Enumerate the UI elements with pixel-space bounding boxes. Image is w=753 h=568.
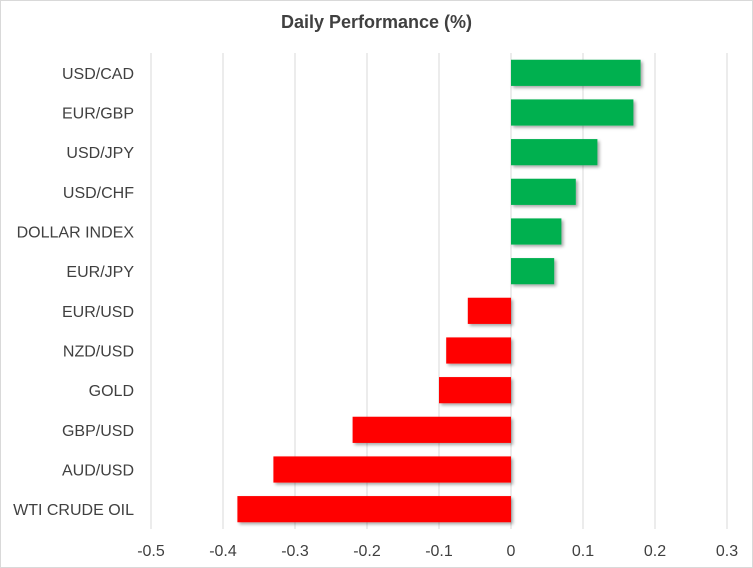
bar-eur-gbp [511, 99, 634, 126]
category-label: NZD/USD [63, 344, 134, 361]
chart-title: Daily Performance (%) [280, 12, 473, 32]
category-label: EUR/JPY [66, 264, 134, 281]
x-tick-label: -0.2 [353, 543, 381, 560]
bar-dollar-index [511, 218, 562, 245]
category-label: DOLLAR INDEX [17, 225, 135, 242]
category-label: EUR/GBP [62, 106, 134, 123]
category-label: AUD/USD [62, 463, 134, 480]
category-label: EUR/USD [62, 304, 134, 321]
bar-usd-cad [511, 59, 641, 86]
x-tick-label: -0.3 [281, 543, 309, 560]
bar-gbp-usd [352, 416, 511, 443]
bar-aud-usd [273, 456, 511, 483]
category-label: USD/JPY [66, 145, 134, 162]
x-tick-label: 0 [507, 543, 516, 560]
x-axis-tick-labels: -0.5 -0.4 -0.3 -0.2 -0.1 0 0.1 0.2 0.3 [137, 543, 738, 560]
bar-usd-jpy [511, 139, 598, 166]
x-tick-label: -0.1 [425, 543, 453, 560]
category-label: USD/CAD [62, 66, 134, 83]
bar-gold [439, 377, 511, 404]
x-tick-label: -0.5 [137, 543, 165, 560]
x-tick-label: 0.3 [716, 543, 738, 560]
x-tick-label: 0.2 [644, 543, 666, 560]
category-label: WTI CRUDE OIL [13, 502, 134, 519]
bars [237, 59, 641, 523]
category-label: GOLD [89, 383, 134, 400]
x-tick-label: 0.1 [572, 543, 594, 560]
x-tick-label: -0.4 [209, 543, 237, 560]
category-label: GBP/USD [62, 423, 134, 440]
bar-wti-crude-oil [237, 496, 511, 523]
category-labels: USD/CAD EUR/GBP USD/JPY USD/CHF DOLLAR INDEX… [13, 66, 134, 519]
bar-eur-usd [467, 297, 511, 324]
gridlines [150, 53, 728, 529]
bar-eur-jpy [511, 258, 555, 285]
bar-nzd-usd [446, 337, 511, 364]
bar-usd-chf [511, 178, 576, 205]
category-label: USD/CHF [63, 185, 134, 202]
